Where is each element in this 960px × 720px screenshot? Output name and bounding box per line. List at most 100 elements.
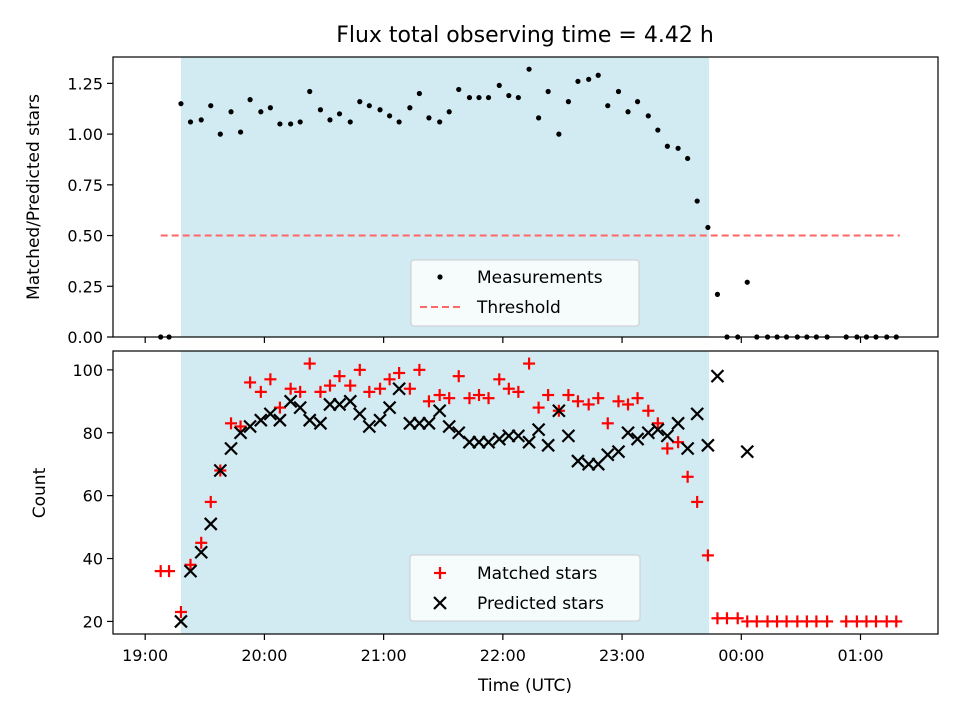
matched-star-point [612, 395, 625, 408]
measurement-point [377, 107, 383, 113]
matched-star-point [720, 612, 733, 625]
measurement-point [575, 78, 581, 84]
measurement-point [466, 94, 473, 101]
predicted-star-point [481, 435, 496, 449]
x-tick-label: 23:00 [599, 646, 645, 665]
matched-star-point [374, 382, 387, 395]
predicted-star-point [451, 425, 466, 440]
bottom-plot-frame [112, 350, 939, 635]
y-tick-label: 100 [72, 361, 103, 380]
predicted-star-point [254, 413, 268, 427]
predicted-star-point [630, 432, 645, 446]
top-legend: Measurements Threshold [410, 259, 640, 327]
matched-star-point [493, 373, 506, 386]
matched-star-point [244, 376, 257, 389]
y-tick-label: 40 [83, 550, 103, 569]
predicted-star-point [263, 407, 278, 421]
predicted-star-point [302, 413, 317, 427]
measurement-point [247, 97, 253, 103]
matched-star-point [601, 417, 614, 430]
bottom-x-ticks: 19:00 20:00 21:00 22:00 23:00 00:00 01:00 [122, 634, 884, 665]
measurement-point [705, 224, 711, 231]
measurement-point [446, 109, 452, 115]
matched-star-point [393, 367, 406, 380]
matched-star-point [294, 385, 307, 398]
matched-star-point [731, 612, 744, 625]
predicted-star-point [442, 419, 456, 434]
predicted-star-point [680, 441, 695, 456]
matched-star-point [413, 363, 426, 376]
measurement-point [675, 145, 681, 151]
predicted-star-point [552, 403, 566, 418]
predicted-star-point [561, 429, 576, 443]
measurement-point [396, 119, 402, 125]
matched-star-point [443, 392, 456, 405]
bottom-predicted-points [174, 369, 755, 629]
measurement-point [685, 155, 691, 162]
predicted-star-point [373, 413, 387, 427]
matched-star-point [323, 379, 336, 392]
predicted-star-point [600, 447, 615, 462]
matched-star-point [254, 385, 267, 398]
y-tick-label: 1.25 [67, 74, 103, 93]
predicted-star-point [343, 394, 358, 409]
predicted-star-point [740, 444, 755, 459]
x-tick-label: 00:00 [718, 646, 764, 665]
measurement-point [366, 103, 372, 109]
legend-threshold-label: Threshold [476, 298, 561, 318]
measurement-point [605, 103, 611, 109]
predicted-star-point [362, 419, 377, 434]
legend-predicted-marker [433, 596, 447, 610]
predicted-star-point [671, 416, 685, 431]
top-y-ticks: 0.00 0.25 0.50 0.75 1.00 1.25 [67, 74, 113, 347]
predicted-star-point [293, 400, 307, 415]
measurement-point [485, 94, 492, 101]
matched-star-point [184, 558, 197, 571]
top-x-ticks [144, 337, 862, 343]
x-axis-label: Time (UTC) [477, 676, 572, 696]
predicted-star-point [660, 429, 675, 443]
measurement-point [556, 131, 562, 137]
predicted-star-point [233, 425, 248, 440]
matched-star-point [750, 615, 763, 628]
measurement-point [595, 72, 601, 78]
measurement-point [297, 119, 303, 125]
measurement-point [506, 92, 512, 99]
measurement-point [437, 119, 443, 125]
matched-star-point [651, 417, 664, 430]
measurement-point [187, 119, 194, 125]
predicted-star-point [224, 441, 238, 456]
matched-star-point [532, 401, 545, 414]
legend-matched-marker [434, 567, 446, 579]
measurement-point [694, 198, 700, 204]
measurement-point [625, 109, 631, 115]
predicted-star-point [203, 517, 218, 531]
matched-star-point [284, 382, 297, 395]
measurement-point [386, 113, 393, 119]
measurement-point [565, 99, 572, 105]
measurement-point [217, 131, 223, 137]
y-tick-label: 0.25 [67, 277, 103, 296]
measurement-point [545, 88, 551, 95]
predicted-star-point [522, 435, 536, 449]
predicted-star-point [531, 422, 546, 437]
predicted-star-point [353, 407, 367, 421]
top-plot-frame [112, 56, 939, 338]
measurement-point [317, 107, 324, 113]
predicted-star-point [183, 564, 198, 578]
matched-star-point [512, 385, 525, 398]
top-legend-box [410, 259, 640, 327]
measurement-point [456, 86, 462, 93]
measurement-point [198, 117, 204, 123]
matched-star-point [582, 398, 595, 411]
predicted-star-point [701, 438, 715, 453]
measurement-point [258, 109, 264, 115]
predicted-star-point [541, 438, 555, 453]
measurement-point [327, 117, 333, 123]
predicted-star-point [243, 419, 257, 434]
matched-star-point [422, 395, 435, 408]
measurement-point [645, 113, 651, 119]
matched-star-point [234, 420, 247, 433]
x-tick-label: 01:00 [837, 646, 883, 665]
top-panel: 0.00 0.25 0.50 0.75 1.00 1.25 Matched/Predict… [24, 56, 939, 347]
